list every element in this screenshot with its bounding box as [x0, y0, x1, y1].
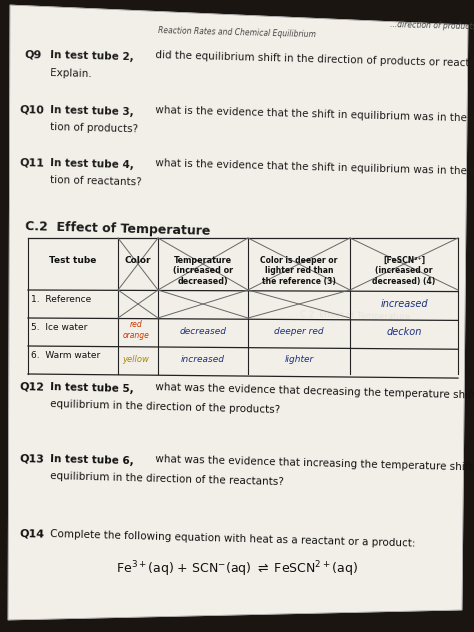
Text: lighter: lighter: [284, 355, 314, 365]
Text: Reaction Rates and Chemical Equilibrium: Reaction Rates and Chemical Equilibrium: [158, 26, 316, 39]
Text: yellow: yellow: [123, 355, 149, 365]
Text: In test tube 2,: In test tube 2,: [50, 50, 134, 62]
Text: what is the evidence that the shift in equilibrium was in the direc-: what is the evidence that the shift in e…: [152, 158, 474, 177]
Text: C.2  Effect of Temperature: C.2 Effect of Temperature: [25, 220, 210, 238]
Text: did the equilibrium shift in the direction of products or reactants?: did the equilibrium shift in the directi…: [152, 50, 474, 69]
Text: Q13: Q13: [20, 454, 45, 465]
Text: In test tube 3,: In test tube 3,: [50, 105, 134, 117]
Text: ...direction of products or reactants: ...direction of products or reactants: [390, 20, 474, 32]
Text: 1.  Reference: 1. Reference: [31, 296, 91, 305]
Text: [FeSCN²⁺]
(increased or
decreased) (4): [FeSCN²⁺] (increased or decreased) (4): [373, 256, 436, 286]
Text: what was the evidence that decreasing the temperature shifted the: what was the evidence that decreasing th…: [152, 382, 474, 401]
Text: Q9: Q9: [25, 50, 42, 61]
Text: red
orange: red orange: [123, 320, 149, 340]
Text: equilibrium in the direction of the products?: equilibrium in the direction of the prod…: [50, 399, 280, 415]
Text: Temperature
(increased or
decreased): Temperature (increased or decreased): [173, 256, 233, 286]
Text: In test tube 6,: In test tube 6,: [50, 454, 134, 466]
Text: what is the evidence that the shift in equilibrium was in the direc-: what is the evidence that the shift in e…: [152, 105, 474, 124]
Text: Color is deeper or
lighter red than
the reference (3): Color is deeper or lighter red than the …: [260, 256, 337, 286]
Text: decreased: decreased: [180, 327, 227, 336]
Text: tion of products?: tion of products?: [50, 122, 138, 135]
Text: Complete the following equation with heat as a reactant or a product:: Complete the following equation with hea…: [50, 529, 415, 549]
Text: In test tube 4,: In test tube 4,: [50, 158, 134, 170]
Text: Q14: Q14: [20, 529, 45, 540]
Text: deckon: deckon: [386, 327, 422, 337]
Text: Q12: Q12: [20, 382, 45, 392]
Text: Fe$^{3+}$(aq) + SCN$^{-}$(aq) $\rightleftharpoons$ FeSCN$^{2+}$(aq): Fe$^{3+}$(aq) + SCN$^{-}$(aq) $\rightlef…: [116, 559, 358, 579]
Text: Explain.: Explain.: [50, 68, 91, 79]
Text: tion of reactants?: tion of reactants?: [50, 175, 142, 188]
Text: 6.  Warm water: 6. Warm water: [31, 351, 100, 360]
Text: deeper red: deeper red: [274, 327, 324, 336]
Text: Color: Color: [125, 256, 151, 265]
Text: C.2  Effect of Temperature: C.2 Effect of Temperature: [300, 310, 410, 322]
Text: equilibrium in the direction of the reactants?: equilibrium in the direction of the reac…: [50, 471, 283, 487]
Text: increased: increased: [181, 355, 225, 365]
Text: increased: increased: [380, 299, 428, 309]
Text: 5.  Ice water: 5. Ice water: [31, 324, 87, 332]
Text: what was the evidence that increasing the temperature shifted the: what was the evidence that increasing th…: [152, 454, 474, 473]
Text: In test tube 5,: In test tube 5,: [50, 382, 134, 394]
Text: Q10: Q10: [20, 105, 45, 116]
Text: Q11: Q11: [20, 158, 45, 169]
Text: Test tube: Test tube: [49, 256, 97, 265]
Polygon shape: [8, 5, 468, 620]
